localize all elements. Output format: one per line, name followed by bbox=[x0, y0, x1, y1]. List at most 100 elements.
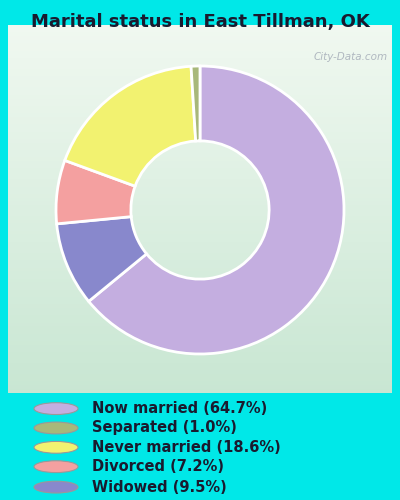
Bar bbox=[8, 344, 392, 348]
Bar bbox=[8, 168, 392, 172]
Bar bbox=[8, 297, 392, 300]
Bar bbox=[8, 25, 392, 28]
Text: Marital status in East Tillman, OK: Marital status in East Tillman, OK bbox=[31, 12, 369, 30]
Bar bbox=[8, 216, 392, 220]
Bar bbox=[8, 47, 392, 50]
Bar bbox=[8, 102, 392, 106]
Circle shape bbox=[34, 422, 78, 434]
Bar bbox=[8, 316, 392, 319]
Bar bbox=[8, 268, 392, 271]
Bar bbox=[8, 260, 392, 264]
Bar bbox=[8, 304, 392, 308]
Bar bbox=[8, 370, 392, 374]
Bar bbox=[8, 40, 392, 44]
Bar bbox=[8, 158, 392, 161]
Bar bbox=[8, 367, 392, 370]
Bar bbox=[8, 238, 392, 242]
Bar bbox=[8, 334, 392, 338]
Bar bbox=[8, 389, 392, 392]
Bar bbox=[8, 290, 392, 294]
Bar bbox=[8, 363, 392, 367]
Bar bbox=[8, 110, 392, 113]
Bar bbox=[8, 58, 392, 61]
Bar bbox=[8, 212, 392, 216]
Bar bbox=[8, 164, 392, 168]
Bar bbox=[8, 44, 392, 47]
Bar bbox=[8, 88, 392, 91]
Bar bbox=[8, 50, 392, 54]
Bar bbox=[8, 227, 392, 231]
Wedge shape bbox=[191, 66, 200, 141]
Bar bbox=[8, 69, 392, 73]
Bar bbox=[8, 374, 392, 378]
Bar bbox=[8, 146, 392, 150]
Bar bbox=[8, 378, 392, 382]
Bar bbox=[8, 172, 392, 176]
Bar bbox=[8, 220, 392, 224]
Bar bbox=[8, 186, 392, 190]
Bar bbox=[8, 73, 392, 76]
Bar bbox=[8, 264, 392, 268]
Bar bbox=[8, 190, 392, 194]
Bar bbox=[8, 338, 392, 341]
Bar bbox=[8, 278, 392, 282]
Bar bbox=[8, 124, 392, 128]
Bar bbox=[8, 95, 392, 98]
Bar bbox=[8, 360, 392, 363]
Bar bbox=[8, 198, 392, 202]
Bar bbox=[8, 209, 392, 212]
Bar bbox=[8, 76, 392, 80]
Bar bbox=[8, 352, 392, 356]
Bar bbox=[8, 231, 392, 234]
Bar bbox=[8, 139, 392, 142]
Bar bbox=[8, 150, 392, 154]
Bar bbox=[8, 341, 392, 344]
Bar bbox=[8, 271, 392, 275]
Bar bbox=[8, 356, 392, 360]
Bar bbox=[8, 142, 392, 146]
Bar bbox=[8, 176, 392, 180]
Bar bbox=[8, 234, 392, 238]
Bar bbox=[8, 36, 392, 40]
Bar bbox=[8, 117, 392, 120]
Bar bbox=[8, 253, 392, 256]
Bar bbox=[8, 286, 392, 290]
Bar bbox=[8, 98, 392, 102]
Bar bbox=[8, 54, 392, 58]
Text: Never married (18.6%): Never married (18.6%) bbox=[92, 440, 281, 455]
Bar bbox=[8, 132, 392, 135]
Bar bbox=[8, 80, 392, 84]
Bar bbox=[8, 294, 392, 297]
Wedge shape bbox=[57, 216, 146, 302]
Bar bbox=[8, 32, 392, 36]
Bar bbox=[8, 84, 392, 87]
Wedge shape bbox=[56, 160, 135, 224]
Bar bbox=[8, 135, 392, 139]
Bar bbox=[8, 330, 392, 334]
Circle shape bbox=[34, 442, 78, 453]
Bar bbox=[8, 106, 392, 110]
Bar bbox=[8, 28, 392, 32]
Wedge shape bbox=[89, 66, 344, 354]
Bar bbox=[8, 385, 392, 389]
Bar bbox=[8, 322, 392, 326]
Bar bbox=[8, 312, 392, 316]
Bar bbox=[8, 113, 392, 117]
Text: Separated (1.0%): Separated (1.0%) bbox=[92, 420, 237, 436]
Bar bbox=[8, 91, 392, 95]
Bar bbox=[8, 382, 392, 385]
Bar bbox=[8, 319, 392, 322]
Bar bbox=[8, 300, 392, 304]
Bar bbox=[8, 120, 392, 124]
Circle shape bbox=[34, 461, 78, 472]
Bar bbox=[8, 66, 392, 69]
Bar bbox=[8, 128, 392, 132]
Bar bbox=[8, 62, 392, 66]
Text: Now married (64.7%): Now married (64.7%) bbox=[92, 401, 267, 416]
Circle shape bbox=[34, 402, 78, 414]
Wedge shape bbox=[65, 66, 196, 186]
Bar bbox=[8, 194, 392, 198]
Bar bbox=[8, 282, 392, 286]
Bar bbox=[8, 326, 392, 330]
Bar bbox=[8, 180, 392, 183]
